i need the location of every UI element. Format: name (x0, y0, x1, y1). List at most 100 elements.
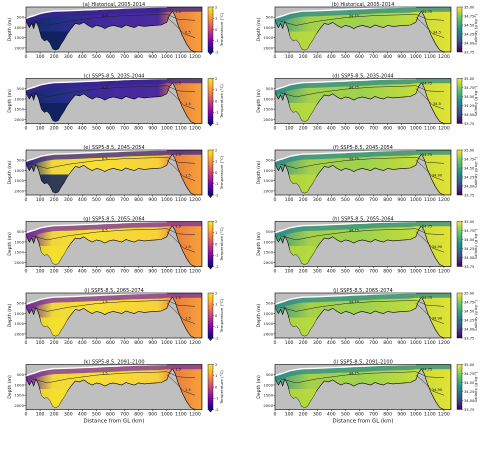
panel-plot-area: 34.75 34.75 34.90 (275, 293, 451, 338)
colorbar-extend (208, 409, 213, 413)
colorbar-label: Temperature (°C) (219, 12, 224, 47)
y-tick-label: 1500 (263, 250, 273, 255)
x-tick-label: 1000 (161, 340, 173, 346)
panel-plot-area: 34.75 34.75 34.5 (275, 78, 451, 124)
x-tick-label: 200 (50, 412, 59, 418)
x-tick-label: 300 (313, 340, 322, 346)
salinity-colorbar: 35.00 34.75 34.50 34.25 34.00 33.75 Salinity (… (456, 220, 478, 269)
colorbar-gradient (456, 292, 463, 339)
panel-title: (c) SSP5-8.5, 2035-2044 (84, 73, 145, 79)
y-tick-label: 2000 (263, 45, 273, 50)
y-tick-label: 1500 (14, 107, 24, 112)
panel-e: 0.5 1.5 1.5 (e) SSP5-8.5, 2045-2054 0 100 200 3… (7, 145, 224, 203)
colorbar-label: Temperature (°C) (219, 298, 224, 333)
contour-label: 34.90 (432, 245, 443, 249)
y-tick-label: 1000 (14, 311, 24, 316)
x-tick-label: 0 (274, 197, 277, 203)
x-tick-label: 1200 (438, 412, 450, 418)
panel-l: 34.75 34.75 34.90 (l) SSP5-8.5, 2091-2100 0 1… (256, 359, 478, 424)
colorbar-tick-label: -2 (215, 336, 219, 340)
colorbar-tick-label: -2 (215, 122, 219, 126)
ice-shelf-outline (275, 7, 416, 19)
contour-line (415, 17, 445, 38)
contour-line (280, 299, 445, 312)
contour-line (31, 228, 196, 241)
colorbar-tick-label: 34.50 (464, 381, 475, 385)
x-tick-label: 500 (92, 126, 101, 132)
x-tick-label: 1200 (189, 412, 201, 418)
x-tick-label: 1200 (189, 340, 201, 346)
colorbar-tick-label: 34.75 (464, 229, 474, 233)
contour-line (31, 156, 196, 169)
y-tick-label: 2000 (263, 117, 273, 122)
panel-plot-area: 34.75 34.75 34.90 (275, 150, 451, 195)
x-tick-label: 300 (313, 269, 322, 275)
colorbar-tick-label: -1 (215, 254, 219, 258)
ice-shelf-outline (26, 150, 167, 162)
contour-label: 1.5 (175, 368, 181, 372)
x-tick-label: 600 (106, 340, 115, 346)
colorbar-tick-label: 1 (215, 231, 217, 235)
x-tick-label: 1000 (410, 126, 422, 132)
panel-title: (e) SSP5-8.5, 2045-2054 (83, 145, 144, 151)
ice-shelf-outline (275, 78, 416, 91)
y-tick-label: 2000 (14, 403, 24, 408)
contour-label: 34.75 (422, 296, 432, 300)
x-tick-label: 100 (285, 340, 294, 346)
contour-label: 0.5 (185, 31, 191, 35)
panel-frame (25, 78, 203, 124)
colorbar-tick-label: -1 (215, 325, 219, 329)
ice-shelf-outline (275, 364, 416, 377)
deep-trough (289, 174, 318, 193)
x-tick-label: 100 (36, 269, 45, 275)
y-tick-label: 500 (266, 15, 274, 20)
deep-trough (289, 31, 318, 50)
colorbar-label: Temperature (°C) (219, 227, 224, 262)
colorbar-tick-label: 33.75 (464, 408, 474, 412)
x-tick-label: 800 (134, 126, 143, 132)
x-tick-label: 400 (78, 197, 87, 203)
colorbar-tick-label: 34.00 (464, 256, 475, 260)
panel-plot-area: 1.5 1.5 1.5 (26, 364, 202, 410)
deep-trough (40, 103, 69, 122)
y-axis-label: Depth (m) (7, 232, 13, 256)
x-tick-label: 400 (78, 269, 87, 275)
y-tick-label: 2000 (263, 260, 273, 265)
y-tick-label: 2000 (263, 188, 273, 193)
colorbar-tick-label: 2 (215, 363, 217, 367)
ice-shelf-outline (275, 150, 416, 162)
colorbar-label: Temperature (°C) (219, 370, 224, 405)
x-tick-label: 800 (134, 197, 143, 203)
y-axis-label: Depth (m) (7, 89, 13, 113)
x-tick-label: 700 (120, 269, 129, 275)
x-tick-label: 900 (397, 412, 406, 418)
colorbar-tick-label: 1 (215, 374, 217, 378)
deep-trough (289, 103, 318, 122)
contour-line (31, 299, 196, 312)
x-tick-label: 1000 (410, 54, 422, 60)
salinity-colorbar: 35.00 34.75 34.50 34.25 34.00 33.75 Salinity (… (456, 363, 478, 412)
x-tick-label: 400 (78, 412, 87, 418)
x-tick-label: 0 (25, 54, 28, 60)
contour-label: 34.75 (349, 371, 359, 375)
colorbar-tick-label: 1 (215, 17, 217, 21)
colorbar-gradient (456, 149, 463, 196)
x-tick-label: 600 (106, 197, 115, 203)
y-tick-label: 500 (266, 229, 274, 234)
contour-label: 34.75 (349, 85, 359, 89)
x-tick-label: 1100 (175, 54, 187, 60)
contour-label: 1.5 (102, 300, 108, 304)
y-tick-label: 500 (266, 86, 274, 91)
colorbar-tick-label: 0 (215, 385, 218, 389)
contour-label: 34.90 (432, 174, 443, 178)
colorbar-tick-label: -1 (215, 39, 219, 43)
x-tick-label: 900 (148, 197, 157, 203)
y-tick-label: 1500 (263, 321, 273, 326)
x-tick-label: 900 (397, 54, 406, 60)
colorbar-tick-label: 34.25 (464, 318, 474, 322)
contour-line (415, 231, 445, 253)
x-tick-label: 500 (92, 54, 101, 60)
